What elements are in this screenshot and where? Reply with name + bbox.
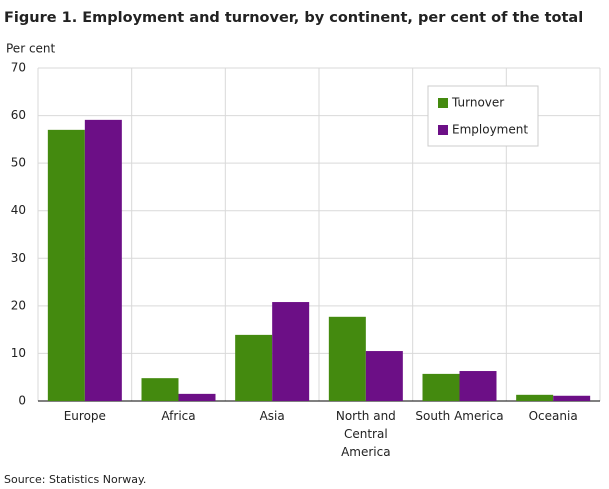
bar (553, 395, 591, 401)
y-tick-label: 30 (11, 251, 26, 265)
bar (365, 351, 403, 401)
x-tick-label: South America (415, 409, 504, 423)
y-tick-label: 60 (11, 108, 26, 122)
y-tick-label: 0 (18, 394, 26, 408)
chart-title: Figure 1. Employment and turnover, by co… (4, 10, 583, 26)
x-tick-label: Oceania (528, 409, 578, 423)
bar (272, 302, 310, 401)
x-tick-label: Europe (63, 409, 106, 423)
legend-swatch (438, 125, 448, 135)
bar (47, 129, 85, 402)
bar (422, 373, 460, 401)
y-axis-label: Per cent (6, 42, 56, 56)
bar (178, 393, 216, 401)
legend-box (427, 85, 539, 147)
bar (328, 316, 366, 401)
x-tick-label: North and Central America (335, 409, 396, 459)
y-tick-label: 40 (11, 203, 26, 217)
y-tick-label: 20 (11, 298, 26, 312)
bar (84, 119, 122, 402)
y-tick-label: 50 (11, 156, 26, 170)
y-tick-label: 10 (11, 346, 26, 360)
x-tick-label: Africa (161, 409, 196, 423)
bar (459, 371, 497, 401)
legend-label: Turnover (451, 96, 504, 110)
source: Source: Statistics Norway. (4, 473, 146, 486)
legend-label: Employment (452, 123, 528, 137)
bar (516, 394, 554, 401)
bar (235, 334, 273, 401)
legend-swatch (438, 98, 448, 108)
y-tick-label: 70 (11, 61, 26, 75)
bar (141, 378, 179, 401)
x-tick-label: Asia (259, 409, 285, 423)
